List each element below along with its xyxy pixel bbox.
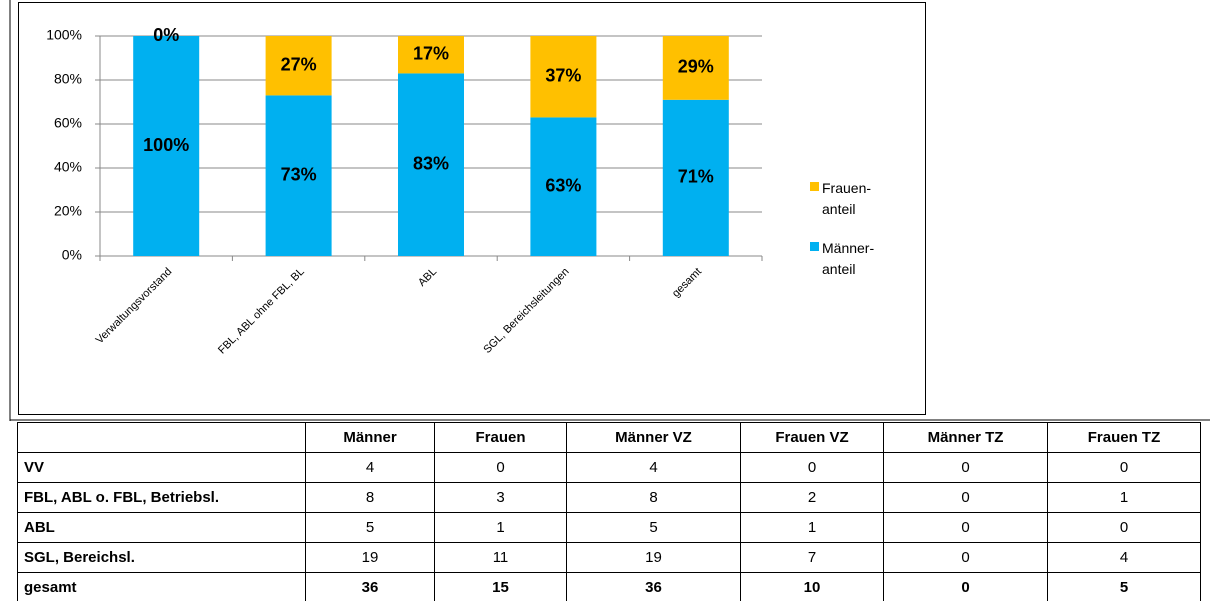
header-row: Männer Frauen Männer VZ Frauen VZ Männer TZ F…: [17, 422, 1201, 453]
table-cell: 0: [883, 452, 1048, 483]
x-tick-label: gesamt: [670, 266, 704, 300]
table-cell: 0: [434, 452, 567, 483]
table-cell: 1: [434, 512, 567, 543]
y-tick-label: 100%: [46, 27, 82, 43]
table-cell: 0: [740, 452, 884, 483]
x-tick-label: FBL, ABL ohne FBL, BL: [216, 266, 307, 357]
table-cell: 11: [434, 542, 567, 573]
table-row: ABL 5 1 5 1 0 0: [17, 512, 1201, 543]
table-cell: 4: [1047, 542, 1201, 573]
value-label: 27%: [281, 54, 317, 74]
chart-border: [18, 2, 926, 415]
table-cell: VV: [17, 452, 306, 483]
y-tick-label: 0%: [62, 247, 82, 263]
table-cell: 36: [305, 572, 435, 601]
value-label: 73%: [281, 164, 317, 184]
bar-segment: [265, 36, 332, 96]
data-table: Männer Frauen Männer VZ Frauen VZ Männer TZ F…: [17, 422, 1201, 601]
y-tick-label: 80%: [54, 71, 82, 87]
table-cell: SGL, Bereichsl.: [17, 542, 306, 573]
table-cell: 4: [305, 452, 435, 483]
value-label: 17%: [413, 43, 449, 63]
value-label: 29%: [678, 57, 714, 77]
legend-swatch: [810, 242, 819, 251]
x-tick-label: ABL: [416, 266, 439, 289]
legend-swatch: [810, 182, 819, 191]
table-cell: 1: [740, 512, 884, 543]
table-cell: FBL, ABL o. FBL, Betriebsl.: [17, 482, 306, 513]
table-cell: 5: [566, 512, 741, 543]
table-cell: 0: [883, 512, 1048, 543]
table-row: VV 4 0 4 0 0 0: [17, 452, 1201, 483]
table-cell: Frauen TZ: [1047, 422, 1201, 453]
bar-segment: [398, 73, 464, 257]
value-label: 0%: [153, 25, 179, 45]
value-label: 83%: [413, 153, 449, 173]
bar-segment: [530, 117, 597, 257]
table-cell: 0: [1047, 512, 1201, 543]
bar-segment: [662, 99, 729, 256]
value-label: 100%: [143, 135, 189, 155]
table-cell: Männer: [305, 422, 435, 453]
table-cell: 7: [740, 542, 884, 573]
table-cell: ABL: [17, 512, 306, 543]
bar-segment: [398, 36, 464, 74]
bar-segment: [530, 36, 597, 118]
table-cell: 5: [1047, 572, 1201, 601]
table-cell: 1: [1047, 482, 1201, 513]
table-row: gesamt 36 15 36 10 0 5: [17, 572, 1201, 601]
table-cell: 0: [883, 542, 1048, 573]
table-cell: gesamt: [17, 572, 306, 601]
table-cell: 0: [1047, 452, 1201, 483]
table-cell: 8: [305, 482, 435, 513]
x-tick-label: SGL, Bereichsleitungen: [481, 266, 571, 356]
y-tick-label: 40%: [54, 159, 82, 175]
bar-segment: [265, 95, 332, 257]
value-label: 63%: [545, 175, 581, 195]
x-tick-label: Verwaltungsvorstand: [94, 266, 175, 347]
table-cell: Frauen: [434, 422, 567, 453]
table-cell: 36: [566, 572, 741, 601]
legend-label: Frauen-anteil: [822, 180, 872, 217]
y-tick-label: 60%: [54, 115, 82, 131]
table-cell: [17, 422, 306, 453]
table-cell: Männer TZ: [883, 422, 1048, 453]
table-cell: 8: [566, 482, 741, 513]
legend-label: Männer-anteil: [822, 240, 875, 277]
value-label: 37%: [545, 65, 581, 85]
bar-segment: [133, 36, 200, 256]
chart: 0% 20% 40% 60% 80% 100% Verwaltungsvorstand 100…: [9, 0, 1210, 421]
value-label: 71%: [678, 167, 714, 187]
table-cell: 2: [740, 482, 884, 513]
table-cell: 10: [740, 572, 884, 601]
table-cell: 4: [566, 452, 741, 483]
table-cell: Frauen VZ: [740, 422, 884, 453]
table-cell: 15: [434, 572, 567, 601]
table-cell: 0: [883, 572, 1048, 601]
table-cell: Männer VZ: [566, 422, 741, 453]
table-cell: 19: [305, 542, 435, 573]
table-row: SGL, Bereichsl. 19 11 19 7 0 4: [17, 542, 1201, 573]
y-tick-label: 20%: [54, 203, 82, 219]
table-row: FBL, ABL o. FBL, Betriebsl. 8 3 8 2 0 1: [17, 482, 1201, 513]
table-cell: 19: [566, 542, 741, 573]
bar-segment: [662, 36, 729, 100]
table-cell: 0: [883, 482, 1048, 513]
table-cell: 3: [434, 482, 567, 513]
table-cell: 5: [305, 512, 435, 543]
